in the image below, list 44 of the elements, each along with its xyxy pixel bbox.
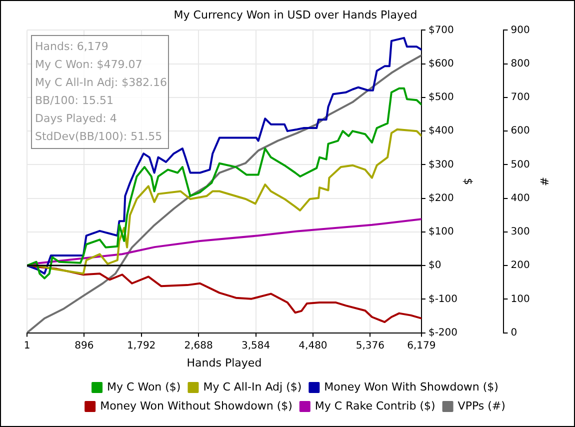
chart-title: My Currency Won in USD over Hands Played <box>174 8 418 22</box>
annotation: StdDev(BB/100): 51.55 <box>35 129 164 145</box>
x-tick-label: 2,688 <box>184 340 213 352</box>
y2-tick-label: 200 <box>510 260 530 272</box>
x-tick-label: 4,480 <box>298 340 328 352</box>
x-tick-label: 6,179 <box>407 340 436 352</box>
y2-tick-label: 400 <box>510 192 530 204</box>
y-tick-label: $200 <box>428 192 454 204</box>
y2-tick-label: 600 <box>510 126 530 137</box>
y-tick-label: $0 <box>428 260 442 272</box>
x-tick-label: 1 <box>24 340 30 352</box>
legend-label: VPPs (#) <box>458 399 506 412</box>
y2-axis-title: # <box>538 176 551 186</box>
y-tick-label: $600 <box>428 58 454 70</box>
annotation: My C All-In Adj: $382.16 <box>35 75 168 91</box>
annotation: BB/100: 15.51 <box>35 93 114 109</box>
y-tick-label: $400 <box>428 126 454 137</box>
y-tick-label: $700 <box>428 24 454 36</box>
y2-tick-label: 0 <box>510 327 518 338</box>
legend-label: Money Won Without Showdown ($) <box>100 399 292 412</box>
y-tick-label: $500 <box>428 92 454 104</box>
legend-label: My C All-In Adj ($) <box>203 380 302 394</box>
y2-tick-label: 300 <box>510 226 530 238</box>
y2-tick-label: 800 <box>510 58 530 70</box>
y-tick-label: $-100 <box>428 294 458 305</box>
x-tick-label: 5,376 <box>356 340 385 352</box>
legend-label: Money Won With Showdown ($) <box>324 380 498 394</box>
y-tick-label: $100 <box>428 226 454 238</box>
y-tick-label: $-200 <box>428 327 458 338</box>
y2-tick-label: 500 <box>510 159 530 170</box>
y-axis-title: $ <box>461 178 474 185</box>
y2-tick-label: 100 <box>510 294 530 305</box>
x-tick-label: 896 <box>74 340 94 352</box>
y2-tick-label: 700 <box>510 92 530 104</box>
annotation: Hands: 6,179 <box>35 39 110 55</box>
x-tick-label: 1,792 <box>127 340 156 352</box>
legend-label: My C Rake Contrib ($) <box>314 399 436 412</box>
annotation: Days Played: 4 <box>35 111 118 127</box>
legend-label: My C Won ($) <box>107 380 181 394</box>
x-tick-label: 3,584 <box>241 340 270 352</box>
annotation: My C Won: $479.07 <box>35 57 144 73</box>
y-tick-label: $300 <box>428 159 454 170</box>
y2-tick-label: 900 <box>510 24 530 36</box>
x-axis-title: Hands Played <box>186 356 262 370</box>
